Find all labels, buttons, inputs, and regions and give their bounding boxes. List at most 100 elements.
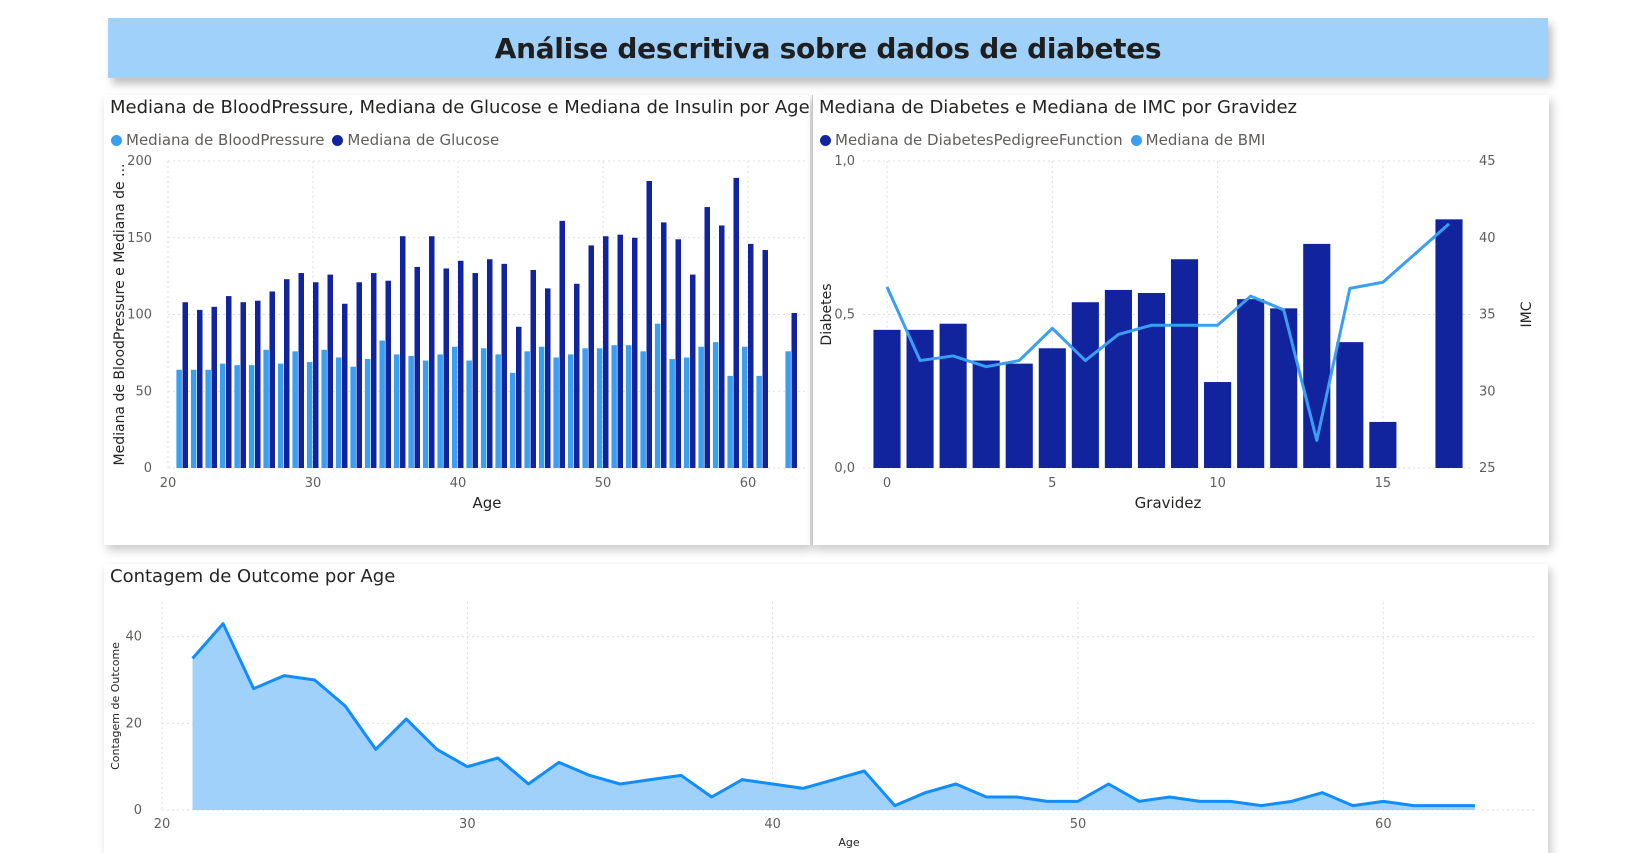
legend-item-glucose[interactable]: Mediana de Glucose xyxy=(332,131,499,149)
chart-card-diabetes-imc[interactable]: 0,0 0,5 1,0 25 30 35 40 45 0 5 10 15 Gravidez Diabete… xyxy=(812,95,1549,545)
y-tick-label: 200 xyxy=(127,154,152,169)
report-title: Análise descritiva sobre dados de diabet… xyxy=(494,31,1162,65)
bmi-line xyxy=(885,222,1450,442)
glucose-bar xyxy=(385,280,391,468)
glucose-bar xyxy=(298,273,304,468)
x-tick-label: 30 xyxy=(459,817,476,832)
glucose-bar xyxy=(182,302,188,468)
y-tick-label: 100 xyxy=(127,308,152,323)
legend-label: Mediana de DiabetesPedigreeFunction xyxy=(835,131,1123,149)
glucose-bar xyxy=(458,260,464,468)
y2-tick-label: 40 xyxy=(1479,231,1496,246)
bloodpressure-bar xyxy=(727,375,733,468)
pedigree-bar xyxy=(1204,382,1232,468)
chart2-title: Mediana de Diabetes e Mediana de IMC por… xyxy=(819,97,1297,118)
glucose-bar xyxy=(211,306,217,468)
legend-dot-icon xyxy=(111,134,122,146)
glucose-bar xyxy=(719,225,725,468)
y-tick-label: 50 xyxy=(135,384,152,399)
x-axis-title: Age xyxy=(472,494,501,512)
bloodpressure-bar xyxy=(364,359,371,468)
x-tick-label: 20 xyxy=(160,476,177,491)
bloodpressure-bar xyxy=(176,369,182,468)
glucose-bar xyxy=(240,302,246,468)
glucose-bar xyxy=(545,288,551,468)
chart2-legend[interactable]: Mediana de DiabetesPedigreeFunction Medi… xyxy=(820,131,1265,149)
bloodpressure-bar xyxy=(669,359,675,468)
pedigree-bar xyxy=(1071,302,1099,468)
glucose-bar xyxy=(675,239,681,468)
y-axis-title: Contagem de Outcome xyxy=(109,642,122,770)
y-tick-label: 0 xyxy=(144,461,152,476)
glucose-bar xyxy=(197,309,203,468)
legend-label: Mediana de BloodPressure xyxy=(126,131,325,149)
bloodpressure-bar xyxy=(306,362,313,468)
pedigree-bar xyxy=(1336,342,1364,468)
chart-card-bp-glucose[interactable]: 0 50 100 150 200 20 30 40 50 60 Age Mediana de Bloo… xyxy=(104,95,810,545)
chart-card-outcome-age[interactable]: 0 20 40 20 30 40 50 60 Age Contagem de Outcome Co… xyxy=(104,564,1548,853)
glucose-bar xyxy=(371,273,377,468)
bloodpressure-bar xyxy=(741,346,748,468)
glucose-bar xyxy=(429,236,435,468)
bloodpressure-bar xyxy=(379,340,385,468)
glucose-bar xyxy=(530,269,536,468)
glucose-bar xyxy=(791,312,797,468)
outcome-age-chart-svg: 0 20 40 20 30 40 50 60 Age Contagem de Outcome xyxy=(109,602,1536,849)
x-tick-label: 40 xyxy=(450,476,467,491)
x-tick-label: 50 xyxy=(595,476,612,491)
bloodpressure-bar xyxy=(422,360,429,468)
y-tick-label: 0,5 xyxy=(834,308,855,323)
bloodpressure-bar xyxy=(495,354,501,468)
glucose-bar xyxy=(356,282,362,468)
legend-dot-icon xyxy=(1130,134,1142,146)
legend-item-pedigree[interactable]: Mediana de DiabetesPedigreeFunction xyxy=(820,131,1123,149)
bloodpressure-bar xyxy=(698,346,704,468)
bloodpressure-bar xyxy=(509,372,516,468)
y2-tick-label: 35 xyxy=(1479,308,1496,323)
legend-item-bmi[interactable]: Mediana de BMI xyxy=(1130,131,1265,149)
bloodpressure-bar xyxy=(437,354,443,468)
glucose-bar xyxy=(255,300,261,468)
glucose-bar xyxy=(342,303,348,468)
glucose-bar xyxy=(603,236,609,468)
y2-tick-label: 25 xyxy=(1479,461,1496,476)
pedigree-bar xyxy=(906,329,934,468)
x-tick-label: 0 xyxy=(883,476,891,491)
glucose-bar xyxy=(284,279,290,468)
glucose-bar xyxy=(646,180,652,468)
outcome-area xyxy=(192,623,1475,810)
bloodpressure-bar xyxy=(219,363,226,468)
pedigree-bar xyxy=(939,323,967,468)
chart1-legend[interactable]: Mediana de BloodPressure Mediana de Gluc… xyxy=(111,131,499,149)
glucose-bar xyxy=(487,259,493,468)
glucose-bar xyxy=(661,222,667,468)
legend-item-bloodpressure[interactable]: Mediana de BloodPressure xyxy=(111,131,324,149)
bloodpressure-bar xyxy=(292,351,298,468)
bloodpressure-bar xyxy=(654,323,661,468)
bloodpressure-bar xyxy=(350,366,356,468)
pedigree-bar xyxy=(1137,293,1166,468)
bloodpressure-bar xyxy=(596,348,603,468)
bloodpressure-bar xyxy=(524,351,530,468)
glucose-bar xyxy=(617,234,623,468)
bloodpressure-bar xyxy=(205,369,211,468)
pedigree-bar xyxy=(1270,308,1298,468)
x-axis-title: Gravidez xyxy=(1135,494,1202,512)
bloodpressure-bar xyxy=(335,357,342,468)
glucose-bar xyxy=(588,245,594,468)
glucose-bar xyxy=(748,243,754,468)
glucose-bar xyxy=(269,291,275,468)
pedigree-bar xyxy=(873,329,901,468)
x-tick-label: 15 xyxy=(1375,476,1392,491)
bloodpressure-bar xyxy=(553,357,559,468)
glucose-bar xyxy=(516,326,522,468)
glucose-bar xyxy=(414,266,420,468)
pedigree-bar xyxy=(972,360,1000,468)
legend-dot-icon xyxy=(820,134,831,146)
glucose-bar xyxy=(400,236,406,468)
bloodpressure-bar xyxy=(393,354,400,468)
outcome-line xyxy=(191,622,1475,808)
x-tick-label: 60 xyxy=(740,476,757,491)
bloodpressure-bar xyxy=(785,351,791,468)
bloodpressure-bar xyxy=(640,351,646,468)
